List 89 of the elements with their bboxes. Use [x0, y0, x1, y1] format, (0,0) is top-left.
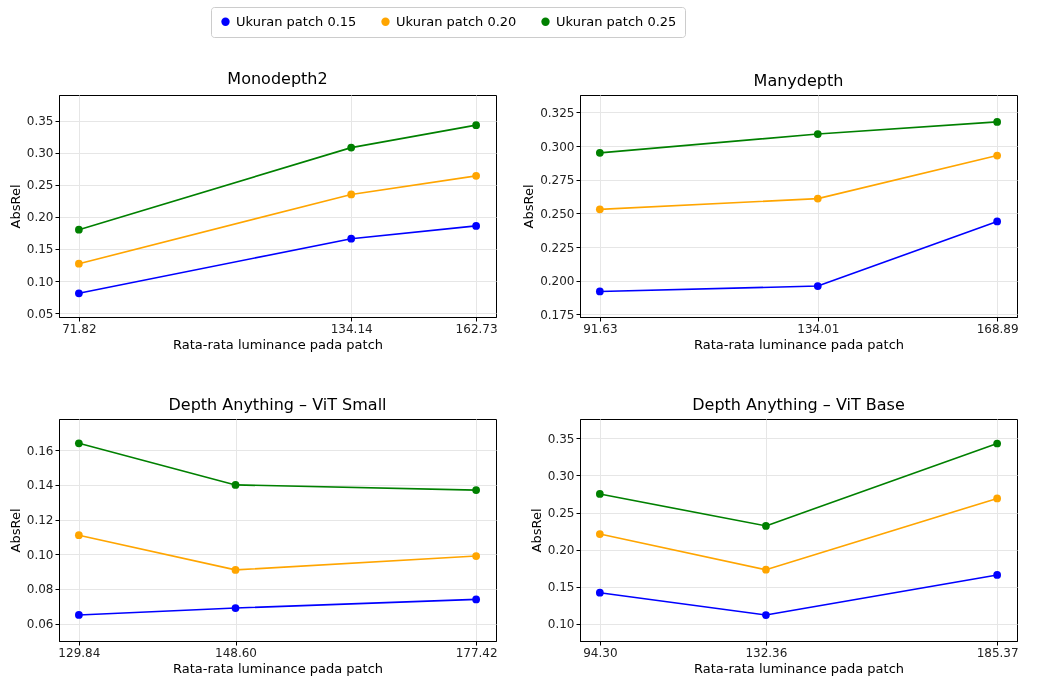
point — [231, 604, 240, 612]
y-tick-label: 0.10 — [26, 547, 54, 562]
y-tick-label: 0.30 — [547, 468, 575, 483]
point — [75, 259, 83, 268]
point — [595, 148, 604, 157]
point — [993, 118, 1002, 126]
point — [813, 130, 822, 138]
y-tick-label: 0.05 — [26, 306, 54, 321]
y-tick-label: 0.10 — [547, 617, 575, 632]
point — [762, 611, 770, 619]
y-tick-label: 0.16 — [26, 443, 54, 458]
legend-label: Ukuran patch 0.20 — [396, 13, 517, 29]
y-tick-label: 0.10 — [26, 274, 54, 289]
point — [813, 194, 822, 203]
point — [347, 143, 356, 152]
point — [75, 531, 83, 540]
x-tick-label: 71.82 — [62, 321, 97, 336]
x-tick-label: 148.60 — [215, 645, 257, 660]
x-tick-label: 185.37 — [976, 645, 1019, 660]
y-tick-label: 0.08 — [26, 582, 54, 597]
x-tick-label: 91.63 — [583, 321, 618, 336]
point — [993, 217, 1002, 226]
y-axis-title: AbsRel — [521, 184, 537, 229]
point — [595, 205, 604, 214]
point — [472, 552, 480, 560]
y-tick-label: 0.325 — [540, 105, 575, 120]
x-tick-label: 134.14 — [330, 321, 373, 336]
point — [75, 611, 83, 619]
x-tick-label: 168.89 — [976, 321, 1019, 336]
x-axis-title: Rata-rata luminance pada patch — [172, 660, 384, 676]
y-tick-label: 0.250 — [540, 206, 575, 221]
x-tick-label: 177.42 — [455, 645, 498, 660]
point — [472, 121, 480, 130]
point — [347, 234, 356, 243]
y-tick-label: 0.35 — [547, 431, 575, 446]
y-tick-label: 0.225 — [540, 240, 575, 255]
y-tick-label: 0.15 — [547, 580, 575, 595]
x-axis-title: Rata-rata luminance pada patch — [693, 660, 905, 676]
point — [762, 565, 770, 574]
y-tick-label: 0.35 — [26, 114, 54, 129]
y-tick-label: 0.20 — [26, 210, 54, 225]
chart-title: Depth Anything – ViT Small — [168, 395, 387, 414]
point — [595, 588, 604, 597]
point — [472, 486, 480, 494]
point — [993, 494, 1002, 503]
y-tick-label: 0.275 — [540, 173, 575, 188]
y-tick-label: 0.15 — [26, 242, 54, 257]
point — [231, 566, 240, 574]
point — [595, 530, 604, 538]
point — [993, 571, 1002, 579]
point — [993, 151, 1002, 160]
point — [75, 289, 83, 298]
y-tick-label: 0.12 — [26, 513, 54, 528]
point — [762, 522, 770, 530]
point — [993, 439, 1002, 448]
y-axis-title: AbsRel — [528, 508, 544, 553]
y-tick-label: 0.25 — [547, 506, 575, 521]
point — [472, 222, 480, 230]
chart-title: Manydepth — [753, 71, 844, 90]
y-tick-label: 0.300 — [540, 139, 575, 154]
point — [347, 190, 356, 199]
y-tick-label: 0.25 — [26, 178, 54, 193]
chart-title: Depth Anything – ViT Base — [692, 395, 905, 414]
x-axis-title: Rata-rata luminance pada patch — [172, 336, 384, 352]
point — [595, 490, 604, 498]
legend-label: Ukuran patch 0.25 — [556, 13, 677, 29]
x-tick-label: 132.36 — [745, 645, 788, 660]
y-tick-label: 0.175 — [540, 307, 575, 322]
y-tick-label: 0.14 — [26, 478, 54, 493]
point — [75, 439, 83, 448]
chart-title: Monodepth2 — [227, 68, 328, 88]
point — [472, 595, 480, 604]
point — [75, 225, 83, 234]
y-tick-label: 0.20 — [547, 543, 575, 558]
x-tick-label: 129.84 — [58, 645, 101, 660]
point — [813, 282, 822, 290]
x-axis-title: Rata-rata luminance pada patch — [693, 336, 905, 352]
y-axis-title: AbsRel — [7, 508, 23, 553]
point — [595, 287, 604, 296]
y-tick-label: 0.30 — [26, 146, 54, 161]
x-tick-label: 134.01 — [797, 321, 840, 336]
y-axis-title: AbsRel — [7, 184, 23, 229]
legend-label: Ukuran patch 0.15 — [236, 13, 357, 29]
y-tick-label: 0.06 — [26, 617, 54, 632]
y-tick-label: 0.200 — [540, 274, 575, 289]
point — [231, 481, 240, 489]
x-tick-label: 94.30 — [583, 645, 618, 660]
x-tick-label: 162.73 — [455, 321, 498, 336]
point — [472, 171, 480, 180]
